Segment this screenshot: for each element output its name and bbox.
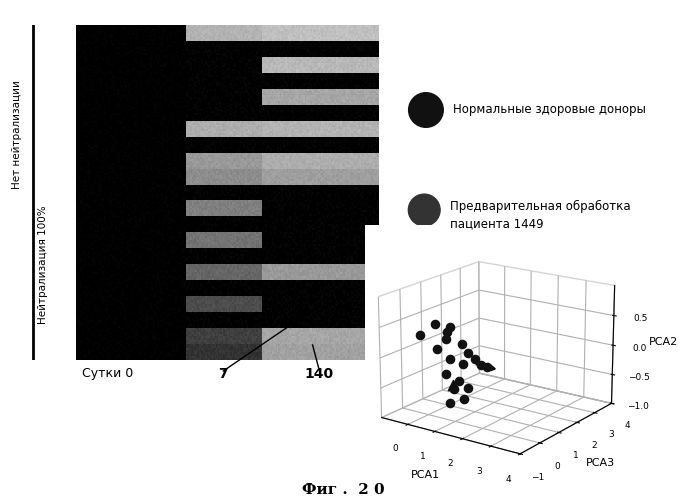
Text: Нет нейтрализации: Нет нейтрализации bbox=[12, 80, 22, 190]
Y-axis label: PCA3: PCA3 bbox=[586, 458, 615, 468]
Text: пациента 1449: пациента 1449 bbox=[450, 218, 543, 230]
Text: Нормальные здоровые доноры: Нормальные здоровые доноры bbox=[453, 104, 646, 117]
Text: 7: 7 bbox=[218, 368, 228, 382]
Circle shape bbox=[409, 92, 443, 128]
Text: Предварительная обработка: Предварительная обработка bbox=[450, 200, 631, 212]
Text: Сутки 0: Сутки 0 bbox=[82, 368, 134, 380]
Text: Нейтрализация 100%: Нейтрализация 100% bbox=[38, 206, 48, 324]
X-axis label: PCA1: PCA1 bbox=[411, 470, 440, 480]
Circle shape bbox=[408, 194, 440, 226]
Text: 140: 140 bbox=[305, 368, 334, 382]
Text: Фиг .  2 0: Фиг . 2 0 bbox=[302, 484, 385, 498]
